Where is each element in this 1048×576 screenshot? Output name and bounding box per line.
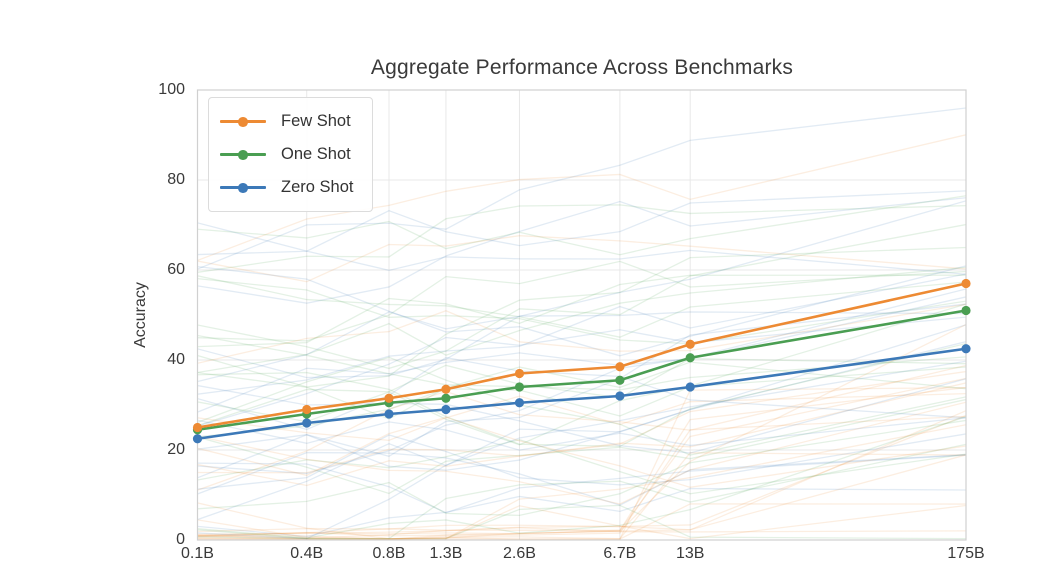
legend: Few Shot One Shot Zero Shot bbox=[208, 97, 374, 212]
x-tick-label: 175B bbox=[947, 545, 985, 562]
chart-title: Aggregate Performance Across Benchmarks bbox=[370, 56, 794, 79]
few-shot-line-marker-icon bbox=[220, 117, 266, 127]
legend-label: Zero Shot bbox=[281, 178, 354, 196]
y-tick-label: 100 bbox=[158, 81, 185, 98]
legend-item-one-shot: One Shot bbox=[220, 138, 353, 171]
legend-label: One Shot bbox=[281, 145, 351, 163]
y-tick-label: 40 bbox=[167, 351, 185, 368]
y-tick-label: 20 bbox=[167, 441, 185, 458]
x-tick-label: 13B bbox=[675, 545, 705, 562]
zero-shot-line-marker-icon bbox=[220, 183, 266, 193]
x-tick-label: 1.3B bbox=[429, 545, 463, 562]
x-tick-label: 2.6B bbox=[502, 545, 536, 562]
x-tick-label: 0.4B bbox=[290, 545, 324, 562]
y-axis-label: Accuracy bbox=[132, 282, 149, 348]
legend-item-few-shot: Few Shot bbox=[220, 105, 353, 138]
y-tick-label: 80 bbox=[167, 171, 185, 188]
legend-item-zero-shot: Zero Shot bbox=[220, 171, 353, 204]
x-tick-label: 0.1B bbox=[181, 545, 214, 562]
y-tick-label: 0 bbox=[176, 531, 185, 548]
x-tick-label: 6.7B bbox=[603, 545, 637, 562]
y-tick-label: 60 bbox=[167, 261, 185, 278]
one-shot-line-marker-icon bbox=[220, 150, 266, 160]
x-tick-label: 0.8B bbox=[372, 545, 406, 562]
legend-label: Few Shot bbox=[281, 112, 351, 130]
